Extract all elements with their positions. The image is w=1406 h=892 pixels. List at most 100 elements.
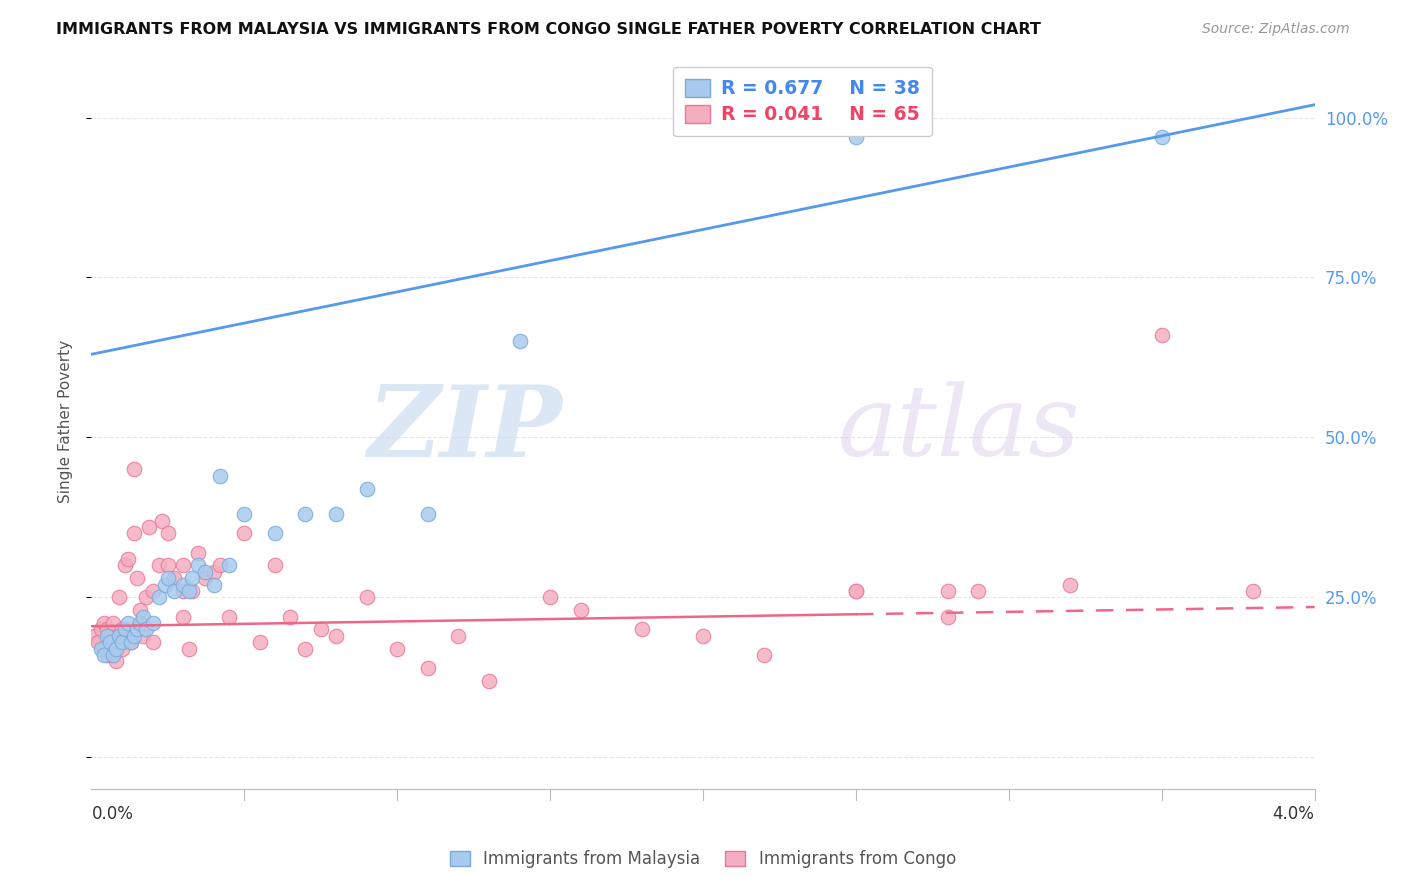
Point xyxy=(120,635,142,649)
Point xyxy=(630,623,652,637)
Point xyxy=(96,623,118,637)
Point xyxy=(93,648,115,662)
Point xyxy=(218,558,240,573)
Text: IMMIGRANTS FROM MALAYSIA VS IMMIGRANTS FROM CONGO SINGLE FATHER POVERTY CORRELAT: IMMIGRANTS FROM MALAYSIA VS IMMIGRANTS F… xyxy=(56,22,1040,37)
Point xyxy=(96,629,118,643)
Point xyxy=(135,623,157,637)
Point xyxy=(193,565,215,579)
Point xyxy=(325,629,347,643)
Point xyxy=(172,609,194,624)
Point xyxy=(122,462,145,476)
Point xyxy=(416,661,439,675)
Point xyxy=(294,641,316,656)
Point xyxy=(309,623,332,637)
Point xyxy=(132,629,155,643)
Point xyxy=(90,641,112,656)
Point xyxy=(193,571,215,585)
Point xyxy=(249,635,271,649)
Point xyxy=(538,591,561,605)
Point xyxy=(129,603,152,617)
Point xyxy=(1150,129,1173,144)
Point xyxy=(148,591,170,605)
Point xyxy=(179,584,201,599)
Point xyxy=(86,635,108,649)
Text: atlas: atlas xyxy=(838,381,1080,476)
Point xyxy=(156,571,179,585)
Point xyxy=(233,508,256,522)
Point xyxy=(967,584,990,599)
Point xyxy=(416,508,439,522)
Point xyxy=(101,648,124,662)
Point xyxy=(141,615,163,630)
Point xyxy=(509,334,531,349)
Point xyxy=(325,508,347,522)
Point xyxy=(156,558,179,573)
Point xyxy=(385,641,409,656)
Point xyxy=(936,609,959,624)
Point xyxy=(1059,577,1081,591)
Point xyxy=(108,591,131,605)
Point xyxy=(278,609,301,624)
Text: Source: ZipAtlas.com: Source: ZipAtlas.com xyxy=(1202,22,1350,37)
Point xyxy=(101,615,124,630)
Point xyxy=(114,623,136,637)
Text: 4.0%: 4.0% xyxy=(1272,805,1315,822)
Point xyxy=(129,615,152,630)
Point xyxy=(172,584,194,599)
Point xyxy=(163,571,186,585)
Point xyxy=(845,129,868,144)
Point xyxy=(1150,328,1173,343)
Point xyxy=(117,615,139,630)
Point xyxy=(111,641,134,656)
Point xyxy=(163,584,186,599)
Point xyxy=(233,526,256,541)
Point xyxy=(356,482,378,496)
Point xyxy=(104,641,127,656)
Point xyxy=(447,629,470,643)
Point xyxy=(845,584,868,599)
Point xyxy=(202,577,225,591)
Point xyxy=(138,520,160,534)
Point xyxy=(294,508,316,522)
Point xyxy=(104,655,127,669)
Legend: R = 0.677    N = 38, R = 0.041    N = 65: R = 0.677 N = 38, R = 0.041 N = 65 xyxy=(673,67,932,136)
Point xyxy=(218,609,240,624)
Legend: Immigrants from Malaysia, Immigrants from Congo: Immigrants from Malaysia, Immigrants fro… xyxy=(443,844,963,875)
Point xyxy=(120,635,142,649)
Point xyxy=(114,558,136,573)
Point xyxy=(90,623,112,637)
Point xyxy=(754,648,776,662)
Point xyxy=(135,591,157,605)
Point xyxy=(156,526,179,541)
Point xyxy=(153,577,176,591)
Point xyxy=(172,577,194,591)
Point xyxy=(83,629,105,643)
Point xyxy=(845,584,868,599)
Y-axis label: Single Father Poverty: Single Father Poverty xyxy=(58,340,73,503)
Point xyxy=(478,673,501,688)
Point xyxy=(98,635,121,649)
Point xyxy=(127,623,149,637)
Point xyxy=(150,514,173,528)
Point xyxy=(93,615,115,630)
Point xyxy=(93,641,115,656)
Point xyxy=(208,558,231,573)
Point xyxy=(96,648,118,662)
Point xyxy=(98,629,121,643)
Point xyxy=(936,584,959,599)
Point xyxy=(1243,584,1265,599)
Point xyxy=(148,558,170,573)
Text: 0.0%: 0.0% xyxy=(91,805,134,822)
Point xyxy=(187,558,209,573)
Point xyxy=(111,635,134,649)
Text: ZIP: ZIP xyxy=(367,381,562,477)
Point xyxy=(181,571,204,585)
Point xyxy=(122,629,145,643)
Point xyxy=(108,629,131,643)
Point xyxy=(181,584,204,599)
Point xyxy=(127,571,149,585)
Point xyxy=(356,591,378,605)
Point xyxy=(122,526,145,541)
Point xyxy=(202,565,225,579)
Point xyxy=(264,558,287,573)
